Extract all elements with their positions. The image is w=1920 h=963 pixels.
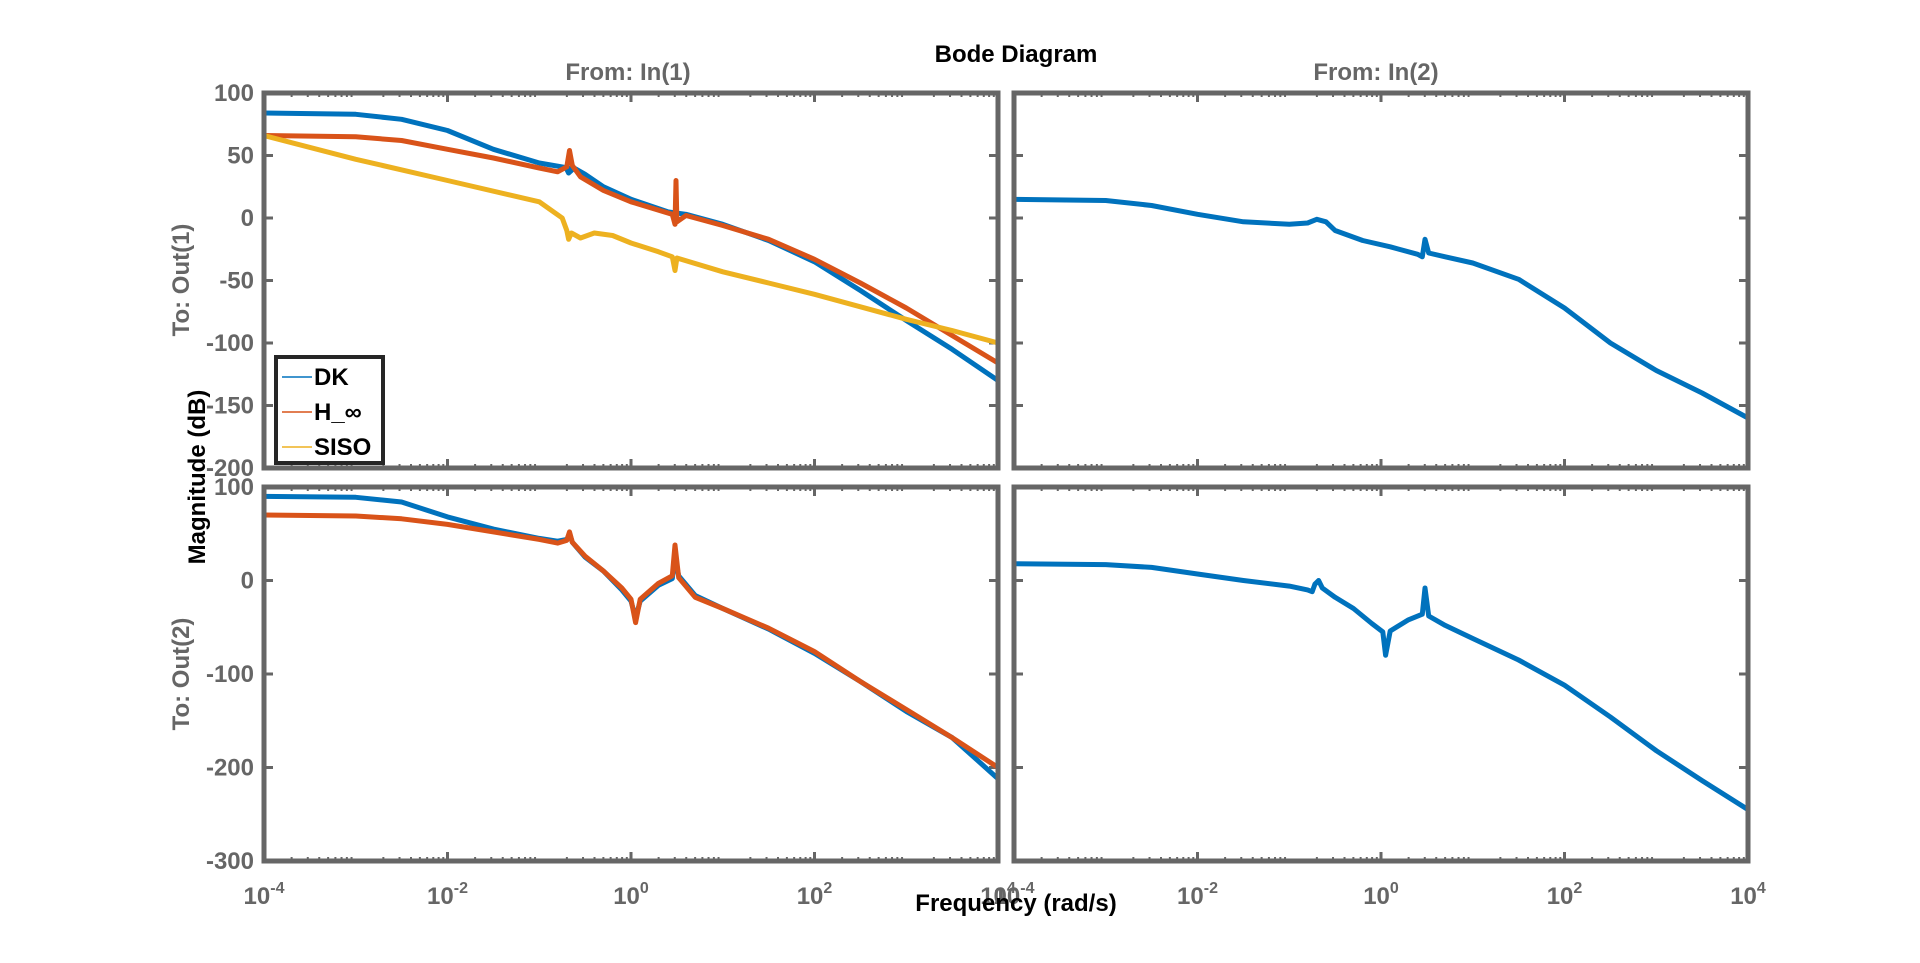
y-tick-label: 100 xyxy=(214,474,254,501)
x-tick-label: 102 xyxy=(797,880,833,910)
series-line-dk-out2-in1 xyxy=(264,493,998,781)
panel-out1-in2 xyxy=(1011,90,1751,471)
panel-frame xyxy=(261,484,1001,864)
panel-out2-in1: 10-4 10-2 100 102 104 100 0 -100 -200 -300 xyxy=(206,474,1016,910)
legend-label: H_∞ xyxy=(314,399,362,426)
chart-title: Bode Diagram xyxy=(935,41,1098,68)
column-title-in2: From: In(2) xyxy=(1313,59,1438,86)
row-title-out1: To: Out(1) xyxy=(168,224,195,337)
panel-frame xyxy=(1011,484,1751,864)
y-tick-label: -200 xyxy=(206,455,254,482)
y-tick-label: -50 xyxy=(219,268,254,295)
y-tick-label: -300 xyxy=(206,848,254,875)
series-line-siso-out1-in1 xyxy=(264,133,998,346)
y-tick-label: 50 xyxy=(227,143,254,170)
legend-label: DK xyxy=(314,364,349,391)
x-tick-label: 102 xyxy=(1547,880,1583,910)
x-tick-label: 100 xyxy=(613,880,649,910)
x-tick-label: 10-2 xyxy=(1177,880,1218,910)
panel-frame xyxy=(261,90,1001,471)
panel-frame xyxy=(1011,90,1751,471)
legend: DK H_∞ SISO xyxy=(274,355,385,465)
y-tick-label: -200 xyxy=(206,755,254,782)
x-tick-label: 10-4 xyxy=(994,880,1035,910)
x-tick-label: 100 xyxy=(1363,880,1399,910)
x-tick-label: 10-4 xyxy=(244,880,285,910)
row-title-out2: To: Out(2) xyxy=(168,618,195,731)
series-line-dk-out1-in1 xyxy=(264,110,998,383)
series-line-dk-out2-in2 xyxy=(1014,561,1748,812)
panel-out1-in1: 100 50 0 -50 -100 -150 -200 xyxy=(206,80,1001,482)
series-line-h--out2-in1 xyxy=(264,512,998,770)
series-line-h--out1-in1 xyxy=(264,133,998,366)
panel-out2-in2: 10-4 10-2 100 102 104 xyxy=(994,484,1766,910)
y-axis-label: Magnitude (dB) xyxy=(184,390,211,565)
y-tick-label: 0 xyxy=(241,205,254,232)
y-tick-label: 100 xyxy=(214,80,254,107)
x-tick-label: 10-2 xyxy=(427,880,468,910)
x-tick-label: 104 xyxy=(1730,880,1766,910)
y-tick-label: -100 xyxy=(206,661,254,688)
legend-box xyxy=(274,355,385,465)
y-tick-label: -150 xyxy=(206,393,254,420)
legend-label: SISO xyxy=(314,434,371,461)
x-axis-label: Frequency (rad/s) xyxy=(915,890,1116,917)
y-tick-label: 0 xyxy=(241,568,254,595)
x-tick-label: 104 xyxy=(980,880,1016,910)
y-tick-label: -100 xyxy=(206,330,254,357)
column-title-in1: From: In(1) xyxy=(565,59,690,86)
series-line-dk-out1-in2 xyxy=(1014,196,1748,421)
